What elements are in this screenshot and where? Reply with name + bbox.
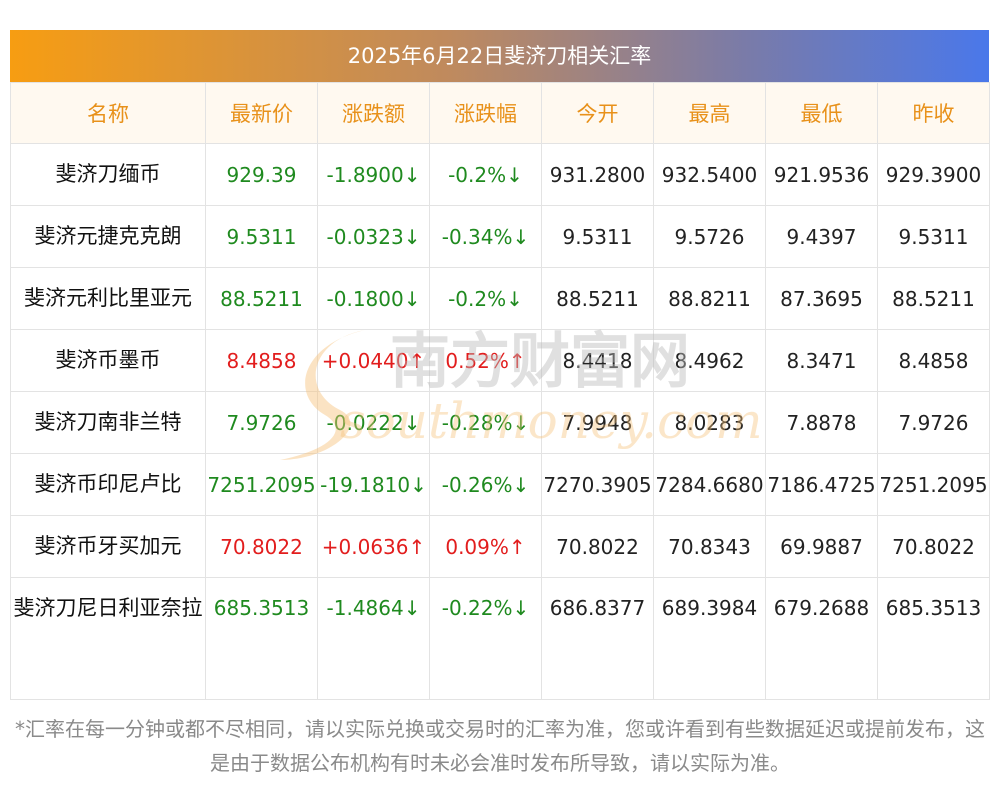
row-name: 斐济刀尼日利亚奈拉 xyxy=(10,577,206,700)
row-change-pct: 0.09%↑ xyxy=(429,515,542,578)
row-change-pct: -0.2%↓ xyxy=(429,267,542,330)
row-high: 8.4962 xyxy=(653,329,766,392)
row-prev-close: 8.4858 xyxy=(877,329,990,392)
header-open: 今开 xyxy=(541,82,654,144)
row-prev-close: 88.5211 xyxy=(877,267,990,330)
row-open: 9.5311 xyxy=(541,205,654,268)
row-open: 686.8377 xyxy=(541,577,654,700)
row-name: 斐济元捷克克朗 xyxy=(10,205,206,268)
table-row: 斐济元利比里亚元 88.5211 -0.1800↓ -0.2%↓ 88.5211… xyxy=(10,267,990,330)
header-high: 最高 xyxy=(653,82,766,144)
row-high: 7284.6680 xyxy=(653,453,766,516)
rate-table: 名称 最新价 涨跌额 涨跌幅 今开 最高 最低 昨收 斐济刀缅币 929.39 … xyxy=(10,82,990,700)
row-change: +0.0440↑ xyxy=(317,329,430,392)
row-latest: 929.39 xyxy=(205,143,318,206)
row-high: 8.0283 xyxy=(653,391,766,454)
row-name: 斐济刀南非兰特 xyxy=(10,391,206,454)
row-latest: 8.4858 xyxy=(205,329,318,392)
row-latest: 685.3513 xyxy=(205,577,318,700)
row-change: -0.0323↓ xyxy=(317,205,430,268)
row-change-pct: -0.26%↓ xyxy=(429,453,542,516)
row-name: 斐济元利比里亚元 xyxy=(10,267,206,330)
row-high: 70.8343 xyxy=(653,515,766,578)
row-prev-close: 685.3513 xyxy=(877,577,990,700)
row-low: 679.2688 xyxy=(765,577,878,700)
table-row: 斐济币印尼卢比 7251.2095 -19.1810↓ -0.26%↓ 7270… xyxy=(10,453,990,516)
row-name: 斐济刀缅币 xyxy=(10,143,206,206)
row-change-pct: -0.22%↓ xyxy=(429,577,542,700)
header-change-pct: 涨跌幅 xyxy=(429,82,542,144)
row-change-pct: -0.34%↓ xyxy=(429,205,542,268)
row-change-pct: -0.28%↓ xyxy=(429,391,542,454)
row-latest: 70.8022 xyxy=(205,515,318,578)
row-low: 8.3471 xyxy=(765,329,878,392)
row-latest: 88.5211 xyxy=(205,267,318,330)
table-row: 斐济刀南非兰特 7.9726 -0.0222↓ -0.28%↓ 7.9948 8… xyxy=(10,391,990,454)
header-low: 最低 xyxy=(765,82,878,144)
table-row: 斐济刀缅币 929.39 -1.8900↓ -0.2%↓ 931.2800 93… xyxy=(10,143,990,206)
row-name: 斐济币牙买加元 xyxy=(10,515,206,578)
row-open: 8.4418 xyxy=(541,329,654,392)
row-high: 9.5726 xyxy=(653,205,766,268)
row-low: 7.8878 xyxy=(765,391,878,454)
row-open: 70.8022 xyxy=(541,515,654,578)
table-title: 2025年6月22日斐济刀相关汇率 xyxy=(10,30,989,82)
row-latest: 9.5311 xyxy=(205,205,318,268)
row-prev-close: 7251.2095 xyxy=(877,453,990,516)
row-low: 7186.4725 xyxy=(765,453,878,516)
table-row: 斐济币墨币 8.4858 +0.0440↑ 0.52%↑ 8.4418 8.49… xyxy=(10,329,990,392)
table-row: 斐济元捷克克朗 9.5311 -0.0323↓ -0.34%↓ 9.5311 9… xyxy=(10,205,990,268)
row-open: 7270.3905 xyxy=(541,453,654,516)
row-change: -19.1810↓ xyxy=(317,453,430,516)
row-low: 921.9536 xyxy=(765,143,878,206)
row-prev-close: 929.3900 xyxy=(877,143,990,206)
row-open: 931.2800 xyxy=(541,143,654,206)
row-change: -1.8900↓ xyxy=(317,143,430,206)
row-latest: 7251.2095 xyxy=(205,453,318,516)
row-high: 689.3984 xyxy=(653,577,766,700)
row-change: -0.0222↓ xyxy=(317,391,430,454)
header-row: 名称 最新价 涨跌额 涨跌幅 今开 最高 最低 昨收 xyxy=(10,82,990,144)
row-high: 932.5400 xyxy=(653,143,766,206)
row-latest: 7.9726 xyxy=(205,391,318,454)
row-change: -1.4864↓ xyxy=(317,577,430,700)
row-prev-close: 9.5311 xyxy=(877,205,990,268)
row-prev-close: 70.8022 xyxy=(877,515,990,578)
row-open: 7.9948 xyxy=(541,391,654,454)
row-low: 87.3695 xyxy=(765,267,878,330)
row-open: 88.5211 xyxy=(541,267,654,330)
row-low: 69.9887 xyxy=(765,515,878,578)
row-change-pct: 0.52%↑ xyxy=(429,329,542,392)
header-change: 涨跌额 xyxy=(317,82,430,144)
row-high: 88.8211 xyxy=(653,267,766,330)
header-latest: 最新价 xyxy=(205,82,318,144)
table-row: 斐济刀尼日利亚奈拉 685.3513 -1.4864↓ -0.22%↓ 686.… xyxy=(10,577,990,700)
row-change: -0.1800↓ xyxy=(317,267,430,330)
row-low: 9.4397 xyxy=(765,205,878,268)
row-change-pct: -0.2%↓ xyxy=(429,143,542,206)
row-change: +0.0636↑ xyxy=(317,515,430,578)
row-name: 斐济币印尼卢比 xyxy=(10,453,206,516)
rate-table-container: 2025年6月22日斐济刀相关汇率 名称 最新价 涨跌额 涨跌幅 今开 最高 最… xyxy=(10,30,990,700)
row-name: 斐济币墨币 xyxy=(10,329,206,392)
row-prev-close: 7.9726 xyxy=(877,391,990,454)
table-row: 斐济币牙买加元 70.8022 +0.0636↑ 0.09%↑ 70.8022 … xyxy=(10,515,990,578)
header-prev-close: 昨收 xyxy=(877,82,990,144)
header-name: 名称 xyxy=(10,82,206,144)
disclaimer-note: *汇率在每一分钟或都不尽相同，请以实际兑换或交易时的汇率为准，您或许看到有些数据… xyxy=(15,717,985,775)
